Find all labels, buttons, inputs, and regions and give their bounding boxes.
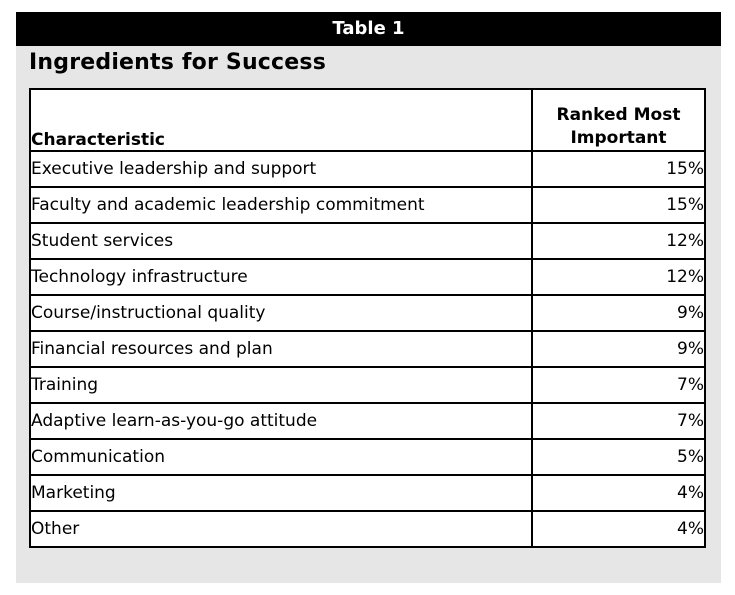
table-row: Faculty and academic leadership commitme… — [29, 186, 706, 224]
table-row: Financial resources and plan 9% — [29, 330, 706, 368]
cell-percentage: 15% — [531, 186, 706, 224]
column-header-ranked-most-important: Ranked Most Important — [531, 88, 706, 152]
cell-percentage: 9% — [531, 330, 706, 368]
table-header-row: Characteristic Ranked Most Important — [29, 88, 706, 152]
column-header-ranked-line-1: Ranked Most — [556, 105, 681, 125]
cell-percentage: 7% — [531, 366, 706, 404]
table-row: Other 4% — [29, 510, 706, 548]
cell-characteristic: Other — [29, 510, 533, 548]
table-panel: Table 1 Ingredients for Success Characte… — [16, 12, 721, 583]
column-header-ranked-line-2: Important — [570, 128, 667, 148]
table-row: Course/instructional quality 9% — [29, 294, 706, 332]
table-row: Executive leadership and support 15% — [29, 150, 706, 188]
cell-characteristic: Student services — [29, 222, 533, 260]
cell-characteristic: Adaptive learn-as-you-go attitude — [29, 402, 533, 440]
cell-characteristic: Marketing — [29, 474, 533, 512]
table-row: Communication 5% — [29, 438, 706, 476]
cell-percentage: 4% — [531, 510, 706, 548]
table-number-header: Table 1 — [16, 12, 721, 46]
table-row: Adaptive learn-as-you-go attitude 7% — [29, 402, 706, 440]
cell-percentage: 15% — [531, 150, 706, 188]
cell-percentage: 12% — [531, 222, 706, 260]
column-header-characteristic: Characteristic — [29, 88, 533, 152]
table-row: Marketing 4% — [29, 474, 706, 512]
cell-characteristic: Technology infrastructure — [29, 258, 533, 296]
cell-percentage: 9% — [531, 294, 706, 332]
table-row: Training 7% — [29, 366, 706, 404]
table-title: Ingredients for Success — [29, 50, 327, 75]
cell-characteristic: Training — [29, 366, 533, 404]
table-row: Student services 12% — [29, 222, 706, 260]
cell-characteristic: Financial resources and plan — [29, 330, 533, 368]
table-row: Technology infrastructure 12% — [29, 258, 706, 296]
cell-characteristic: Communication — [29, 438, 533, 476]
cell-characteristic: Course/instructional quality — [29, 294, 533, 332]
cell-percentage: 7% — [531, 402, 706, 440]
data-table: Characteristic Ranked Most Important Exe… — [29, 88, 706, 548]
cell-characteristic: Executive leadership and support — [29, 150, 533, 188]
cell-percentage: 4% — [531, 474, 706, 512]
cell-percentage: 5% — [531, 438, 706, 476]
cell-percentage: 12% — [531, 258, 706, 296]
cell-characteristic: Faculty and academic leadership commitme… — [29, 186, 533, 224]
